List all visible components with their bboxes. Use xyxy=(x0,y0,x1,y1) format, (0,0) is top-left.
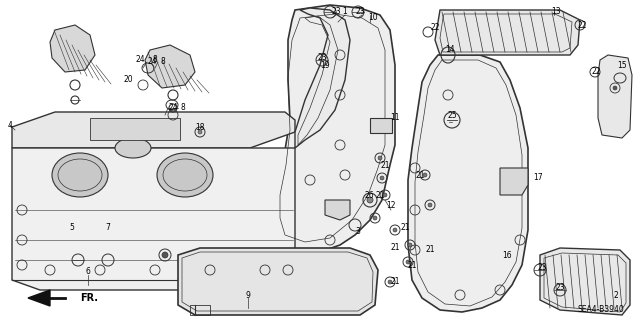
Text: 4: 4 xyxy=(8,121,12,130)
Polygon shape xyxy=(500,168,528,195)
Polygon shape xyxy=(275,5,395,255)
Text: 23: 23 xyxy=(555,284,565,293)
Ellipse shape xyxy=(613,86,617,90)
Text: 10: 10 xyxy=(368,13,378,23)
Ellipse shape xyxy=(157,153,213,197)
Bar xyxy=(370,118,392,133)
Text: 8: 8 xyxy=(161,57,165,66)
Text: 1: 1 xyxy=(342,8,348,17)
Ellipse shape xyxy=(406,260,410,264)
Text: 7: 7 xyxy=(106,224,111,233)
Ellipse shape xyxy=(423,173,427,177)
Ellipse shape xyxy=(162,252,168,258)
Ellipse shape xyxy=(383,193,387,197)
Text: 17: 17 xyxy=(533,174,543,182)
Text: 21: 21 xyxy=(415,170,425,180)
Ellipse shape xyxy=(393,228,397,232)
Text: 21: 21 xyxy=(390,243,400,253)
Text: 24: 24 xyxy=(147,57,157,66)
Text: 22: 22 xyxy=(430,24,440,33)
Text: 12: 12 xyxy=(387,201,396,210)
Text: 26: 26 xyxy=(364,190,374,199)
Text: 20: 20 xyxy=(123,76,133,85)
Text: 16: 16 xyxy=(502,250,512,259)
Ellipse shape xyxy=(367,197,373,203)
Text: 21: 21 xyxy=(380,160,390,169)
Text: 21: 21 xyxy=(375,190,385,199)
Ellipse shape xyxy=(428,203,432,207)
Text: 24: 24 xyxy=(168,103,178,113)
Polygon shape xyxy=(12,148,295,290)
Ellipse shape xyxy=(378,156,382,160)
Text: 25: 25 xyxy=(447,110,457,120)
Text: 22: 22 xyxy=(577,20,587,29)
Text: 24: 24 xyxy=(135,56,145,64)
Text: 18: 18 xyxy=(195,123,205,132)
Text: 23: 23 xyxy=(331,8,341,17)
Text: 23: 23 xyxy=(317,54,327,63)
Text: 15: 15 xyxy=(617,61,627,70)
Text: 11: 11 xyxy=(390,114,400,122)
Text: 23: 23 xyxy=(537,263,547,272)
Ellipse shape xyxy=(408,243,412,247)
Ellipse shape xyxy=(115,138,151,158)
Text: SEA4-B3940: SEA4-B3940 xyxy=(578,306,625,315)
Text: 2: 2 xyxy=(614,291,618,300)
Polygon shape xyxy=(28,290,50,306)
Polygon shape xyxy=(50,25,95,72)
Polygon shape xyxy=(295,8,350,148)
Text: 21: 21 xyxy=(407,261,417,270)
Text: 22: 22 xyxy=(591,68,601,77)
Text: 21: 21 xyxy=(425,246,435,255)
Text: 5: 5 xyxy=(70,224,74,233)
Polygon shape xyxy=(325,200,350,220)
Text: 6: 6 xyxy=(86,268,90,277)
Polygon shape xyxy=(12,112,295,148)
Polygon shape xyxy=(435,10,580,55)
Ellipse shape xyxy=(380,176,384,180)
Text: 14: 14 xyxy=(445,46,455,55)
Polygon shape xyxy=(145,45,195,88)
Text: 19: 19 xyxy=(320,61,330,70)
Text: 13: 13 xyxy=(551,8,561,17)
Polygon shape xyxy=(178,248,378,315)
Bar xyxy=(90,118,180,140)
Polygon shape xyxy=(598,55,632,138)
Text: 21: 21 xyxy=(400,224,410,233)
Ellipse shape xyxy=(52,153,108,197)
Text: 23: 23 xyxy=(355,8,365,17)
Text: 3: 3 xyxy=(356,227,360,236)
Text: FR.: FR. xyxy=(80,293,98,303)
Text: 8: 8 xyxy=(152,56,157,64)
Text: 8: 8 xyxy=(180,103,186,113)
Ellipse shape xyxy=(373,216,377,220)
Bar xyxy=(190,305,210,315)
Polygon shape xyxy=(540,248,630,315)
Text: 9: 9 xyxy=(246,291,250,300)
Ellipse shape xyxy=(388,280,392,284)
Polygon shape xyxy=(408,55,528,312)
Text: 21: 21 xyxy=(390,278,400,286)
Ellipse shape xyxy=(198,130,202,134)
